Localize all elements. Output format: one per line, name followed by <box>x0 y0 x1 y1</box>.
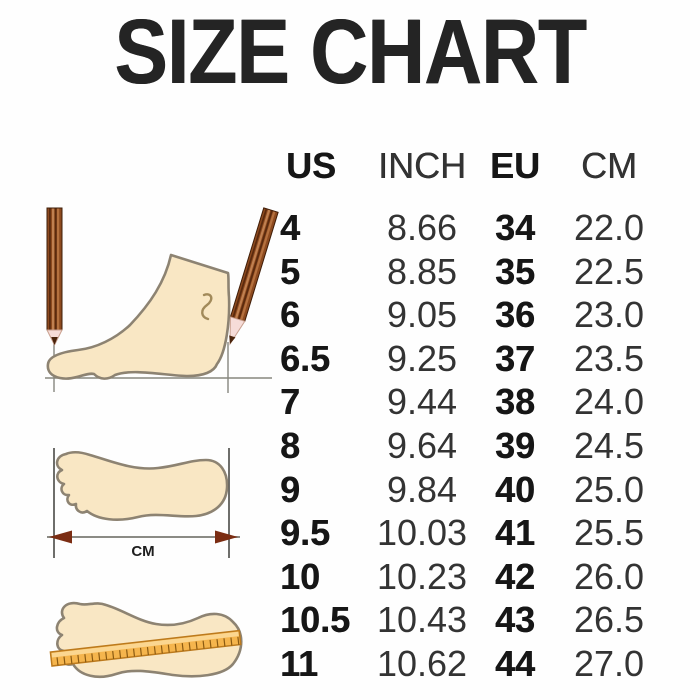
ruler-icon <box>49 629 242 667</box>
cell-cm: 22.5 <box>573 250 645 292</box>
cell-us: 10 <box>280 555 321 597</box>
cm-arrow <box>47 530 240 544</box>
size-table: 4 8.66 34 22.0 5 8.85 35 22.5 6 9.05 36 … <box>278 206 664 686</box>
cell-cm: 24.5 <box>573 424 645 466</box>
cell-cm: 24.0 <box>573 381 645 423</box>
cell-eu: 40 <box>494 468 536 510</box>
cell-inch: 8.66 <box>386 207 458 248</box>
page-title: SIZE CHART <box>114 1 586 103</box>
cell-eu: 38 <box>494 381 536 423</box>
ruler-ticks <box>56 636 240 666</box>
cell-inch: 10.23 <box>376 555 468 597</box>
cell-eu: 34 <box>494 207 536 248</box>
cell-us: 7 <box>280 381 301 423</box>
cell-us: 9 <box>280 468 301 510</box>
footprint-ruler-illustration <box>49 601 243 678</box>
pencil-icon-left <box>46 207 63 347</box>
cell-eu: 41 <box>494 512 536 554</box>
cell-inch: 8.85 <box>386 250 458 292</box>
footprint-length-illustration: CM <box>47 448 240 560</box>
foot-side-shape <box>46 253 231 380</box>
cell-cm: 23.5 <box>573 337 645 379</box>
cell-inch: 9.05 <box>386 294 458 336</box>
column-header-us: US <box>286 145 337 186</box>
cell-us: 5 <box>280 250 301 292</box>
cell-cm: 22.0 <box>573 207 645 248</box>
column-header-cm: CM <box>581 145 637 186</box>
footprint-shape <box>55 450 229 521</box>
cell-cm: 25.0 <box>573 468 645 510</box>
cell-inch: 10.62 <box>376 642 468 684</box>
size-table-header: US INCH EU CM <box>278 140 664 192</box>
cell-eu: 42 <box>494 555 536 597</box>
cell-inch: 9.84 <box>386 468 458 510</box>
cell-us: 6 <box>280 294 301 336</box>
cell-us: 6.5 <box>280 337 331 379</box>
cell-cm: 26.0 <box>573 555 645 597</box>
cell-eu: 36 <box>494 294 536 336</box>
cell-cm: 26.5 <box>573 599 645 641</box>
cell-inch: 10.03 <box>376 512 468 554</box>
cell-inch: 9.64 <box>386 424 458 466</box>
cell-us: 11 <box>280 642 319 684</box>
cell-us: 9.5 <box>280 512 331 554</box>
cell-cm: 27.0 <box>573 642 645 684</box>
cell-eu: 43 <box>494 599 536 641</box>
cell-eu: 35 <box>494 250 536 292</box>
cell-us: 8 <box>280 424 301 466</box>
cm-label: CM <box>131 543 154 560</box>
cell-inch: 9.44 <box>386 381 458 423</box>
cell-us: 4 <box>280 207 301 248</box>
foot-measure-illustration <box>45 207 279 393</box>
cell-eu: 39 <box>494 424 536 466</box>
cell-eu: 44 <box>494 642 536 684</box>
pencil-icon-right <box>229 207 279 346</box>
column-header-eu: EU <box>489 145 540 186</box>
cell-cm: 25.5 <box>573 512 645 554</box>
column-header-inch: INCH <box>378 145 466 186</box>
ankle-mark <box>201 293 213 321</box>
boundary-lines <box>53 448 230 558</box>
cell-inch: 10.43 <box>376 599 468 641</box>
cell-cm: 23.0 <box>573 294 645 336</box>
cell-inch: 9.25 <box>386 337 458 379</box>
cell-eu: 37 <box>494 337 536 379</box>
cell-us: 10.5 <box>280 599 351 641</box>
